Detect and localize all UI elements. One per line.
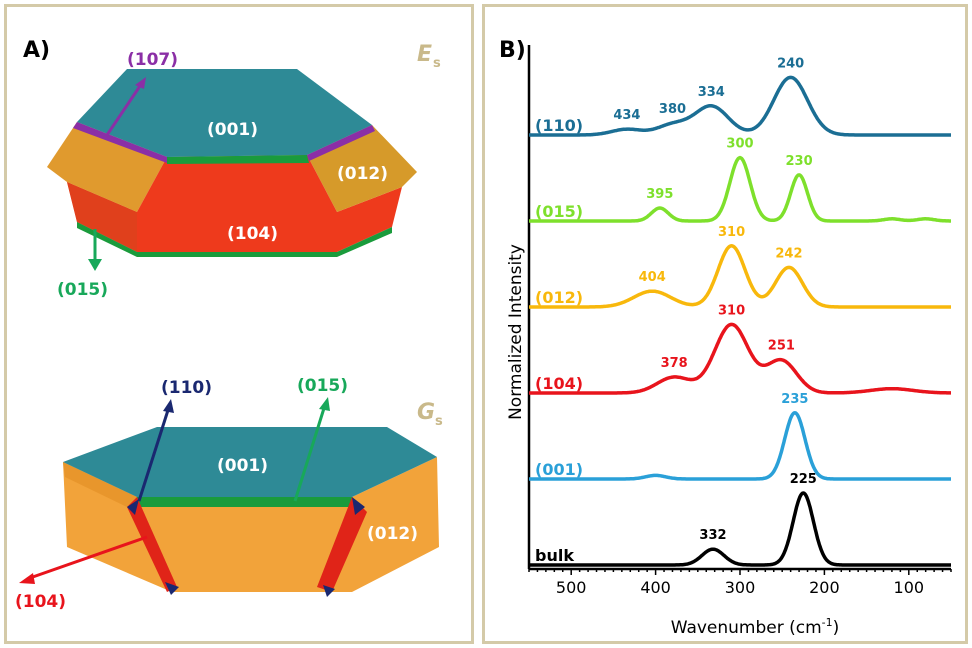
series-name-label: (001) [535,460,583,479]
bottom-crystal-navy-bottom-right [323,585,335,597]
bottom-energy-symbol: G [417,400,435,425]
top-crystal-arrow-107 [105,82,144,136]
arrow-head-icon [19,573,35,584]
top-energy-subscript: s [433,56,441,71]
series-line-bulk [529,491,951,567]
bottom-crystal-arrow-015 [293,404,327,502]
bottom-crystal-navy-left [127,499,139,515]
peak-label: 310 [718,225,745,240]
peak-label: 251 [768,339,795,354]
bottom-crystal-label-110: (110) [161,378,212,398]
top-crystal-left-face [67,182,137,252]
arrow-head-icon [319,397,330,411]
bottom-crystal-label-015: (015) [297,376,348,396]
peak-label: 334 [698,85,725,100]
series-line-001 [529,411,951,481]
x-axis-label-superscript: -1 [822,616,833,629]
series-name-label: (012) [535,288,583,307]
top-crystal-face-104: (104) [227,224,278,244]
peak-label: 378 [661,356,688,371]
top-crystal-green-edge [167,155,309,164]
series-line-104 [529,322,951,395]
raman-chart: B) 500 400 300 200 100 bulk 332 225 (001) 235 (104… [499,38,952,638]
panel-a-letter: A) [23,38,50,63]
series-line-015 [529,155,951,223]
bottom-crystal-navy-right [352,497,365,515]
series-name-label: (015) [535,202,583,221]
top-crystal-left-orange [47,122,167,212]
panel-a: A) E s (107) (015) [4,4,474,644]
top-crystal-label-107: (107) [127,50,178,70]
bottom-crystal-arrow-104 [26,535,148,581]
bottom-crystal: G s (110) (015) (104) [15,376,443,612]
series-name-label: bulk [535,546,574,565]
panel-b-letter: B) [499,38,526,63]
peak-label: 300 [726,137,753,152]
x-tick-label: 400 [640,578,671,597]
x-tick-label: 200 [809,578,840,597]
arrow-head-icon [88,259,102,271]
peak-label: 380 [659,102,686,117]
plot-area: 500 400 300 200 100 bulk 332 225 (001) 235 (104) 37… [527,45,952,597]
top-crystal-face-001: (001) [207,120,258,140]
peak-label: 242 [775,246,802,261]
x-axis-label: Wavenumber (cm-1) [671,616,840,638]
bottom-crystal-red-left [127,497,177,592]
x-axis-label-text: Wavenumber (cm [671,618,822,638]
top-crystal-front-red [137,155,337,212]
x-axis-label-close: ) [833,618,840,638]
x-tick-label: 300 [725,578,756,597]
bottom-crystal-arrow-110 [137,406,171,502]
top-crystal-label-015: (015) [57,280,108,300]
crystal-figure: A) E s (107) (015) [15,38,443,612]
top-crystal: E s (107) (015) (001) ( [47,42,441,300]
peak-label: 332 [699,528,726,543]
series-name-label: (110) [535,116,583,135]
panel-b: B) 500 400 300 200 100 bulk 332 225 (001) 235 (104… [482,4,968,644]
arrow-head-icon [163,399,174,413]
peak-label: 310 [718,303,745,318]
top-crystal-face-012: (012) [337,164,388,184]
bottom-crystal-label-104: (104) [15,592,66,612]
peak-label: 235 [781,392,808,407]
bottom-crystal-shade [63,462,137,507]
peak-label: 230 [786,154,813,169]
top-crystal-side-red [67,182,402,252]
peak-label: 395 [646,187,673,202]
peak-label: 240 [777,56,804,71]
top-crystal-purple-edge-right [307,125,375,161]
y-axis-label: Normalized Intensity [506,244,526,420]
bottom-crystal-green-edge [135,497,355,507]
arrow-head-icon [135,77,146,89]
top-energy-symbol: E [417,42,432,67]
x-tick-label: 500 [556,578,587,597]
bottom-crystal-red-right [317,497,367,592]
bottom-crystal-face-012: (012) [367,524,418,544]
peak-label: 404 [639,270,666,285]
top-crystal-top-face [77,69,372,157]
peak-label: 225 [790,472,817,487]
bottom-energy-subscript: s [435,414,443,429]
bottom-crystal-face-001: (001) [217,456,268,476]
peak-label: 434 [613,108,640,123]
series-line-110 [529,75,951,137]
x-tick-label: 100 [894,578,925,597]
bottom-crystal-navy-bottom [165,582,179,595]
top-crystal-purple-edge-left [73,122,167,163]
series-name-label: (104) [535,374,583,393]
series-line-012 [529,244,951,309]
